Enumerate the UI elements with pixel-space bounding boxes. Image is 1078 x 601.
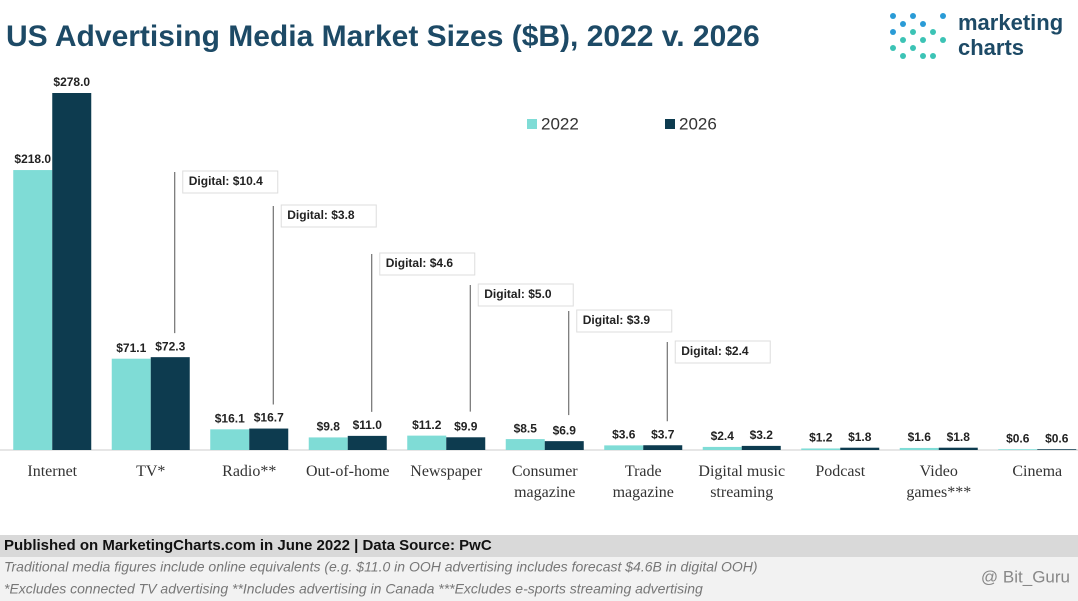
footer-source: Published on MarketingCharts.com in June… (4, 537, 492, 554)
x-tick-label: Radio** (222, 463, 277, 480)
footer-band (0, 535, 1078, 557)
x-tick-label: Video games*** (906, 463, 972, 501)
value-label: $1.8 (848, 430, 872, 444)
footer-notes-bg (0, 557, 1078, 601)
value-label: $72.3 (155, 339, 185, 353)
value-label: $16.7 (254, 411, 284, 425)
annotation: Digital: $3.8 (287, 208, 355, 222)
value-label: $1.6 (908, 430, 932, 444)
annotation: Digital: $5.0 (484, 287, 552, 301)
x-tick-label: Cinema (1012, 463, 1063, 480)
footer-note: Traditional media figures include online… (4, 559, 758, 575)
annotation: Digital: $4.6 (386, 256, 454, 270)
annotation: Digital: $10.4 (189, 174, 263, 188)
annotation-box (576, 309, 673, 333)
x-tick-label: Digital music streaming (698, 463, 786, 501)
bar (52, 93, 92, 450)
value-label: $1.8 (947, 430, 971, 444)
bar (998, 449, 1038, 450)
value-label: $11.2 (412, 418, 442, 432)
value-label: $278.0 (53, 75, 90, 89)
legend-swatch (665, 119, 675, 129)
value-label: $3.7 (651, 427, 675, 441)
bar (840, 447, 880, 450)
bar (308, 437, 348, 450)
bar (150, 357, 190, 450)
bar (347, 435, 387, 450)
bar (13, 170, 53, 450)
value-label: $0.6 (1045, 431, 1069, 445)
value-label: $218.0 (14, 152, 51, 166)
x-tick-label: Podcast (815, 463, 866, 480)
bar (604, 445, 644, 450)
legend-label: 2026 (679, 114, 717, 133)
bar (407, 435, 447, 450)
bar (249, 428, 289, 450)
bar (1037, 449, 1077, 450)
bar (643, 445, 683, 450)
value-label: $3.6 (612, 428, 636, 442)
x-tick-label: Consumer magazine (511, 463, 578, 501)
annotation: Digital: $2.4 (681, 344, 749, 358)
annotation-box (182, 170, 279, 194)
x-tick-label: TV* (136, 463, 166, 480)
value-label: $8.5 (514, 421, 538, 435)
annotation: Digital: $3.9 (583, 313, 651, 327)
logo-text: marketing (958, 10, 1063, 35)
watermark: @ Bit_Guru (981, 567, 1070, 586)
annotation-box (674, 340, 771, 364)
bar (111, 358, 151, 450)
logo-dots (890, 13, 946, 59)
legend-label: 2022 (541, 114, 579, 133)
value-label: $9.8 (317, 420, 341, 434)
x-tick-label: Newspaper (410, 463, 483, 480)
chart-title: US Advertising Media Market Sizes ($B), … (6, 20, 760, 53)
value-label: $71.1 (116, 341, 146, 355)
value-label: $2.4 (711, 429, 735, 443)
x-tick-label: Out-of-home (305, 463, 390, 480)
bar (741, 445, 781, 450)
value-label: $6.9 (553, 423, 577, 437)
value-label: $16.1 (215, 411, 245, 425)
bar (702, 446, 742, 450)
bar (899, 447, 939, 450)
bar (938, 447, 978, 450)
bar (446, 437, 486, 450)
value-label: $11.0 (353, 418, 383, 432)
value-label: $9.9 (454, 419, 478, 433)
x-tick-label: Trade magazine (612, 463, 674, 501)
bar (505, 439, 545, 450)
legend-swatch (527, 119, 537, 129)
bar (544, 441, 584, 450)
value-label: $0.6 (1006, 431, 1030, 445)
bar (210, 429, 250, 450)
annotation-box (379, 252, 476, 276)
value-label: $1.2 (809, 431, 833, 445)
logo-text: charts (958, 35, 1024, 60)
value-label: $3.2 (750, 428, 774, 442)
annotation-box (477, 283, 574, 307)
footer-note: *Excludes connected TV advertising **Inc… (4, 581, 703, 597)
x-tick-label: Internet (27, 463, 78, 480)
annotation-box (280, 204, 377, 228)
bar (801, 448, 841, 450)
